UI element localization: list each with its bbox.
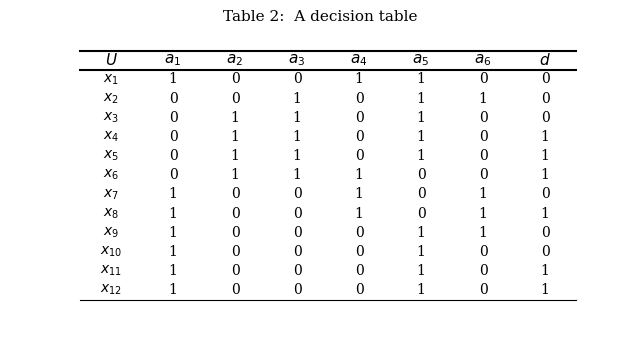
Text: Table 2:  A decision table: Table 2: A decision table [223,10,417,24]
